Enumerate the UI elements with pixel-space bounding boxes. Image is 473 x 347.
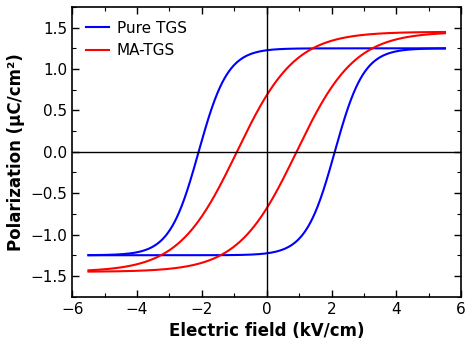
- Pure TGS: [356, 79, 362, 84]
- MA-TGS: [356, 55, 362, 59]
- Pure TGS: [302, 230, 308, 234]
- Pure TGS: [86, 253, 91, 257]
- X-axis label: Electric field (kV/cm): Electric field (kV/cm): [169, 322, 365, 340]
- Y-axis label: Polarization (μC/cm²): Polarization (μC/cm²): [7, 53, 25, 251]
- MA-TGS: [393, 37, 398, 42]
- Line: Pure TGS: Pure TGS: [88, 49, 445, 255]
- MA-TGS: [86, 270, 91, 274]
- Legend: Pure TGS, MA-TGS: Pure TGS, MA-TGS: [80, 15, 193, 65]
- Pure TGS: [442, 46, 448, 51]
- Pure TGS: [107, 253, 113, 257]
- Pure TGS: [393, 49, 398, 53]
- MA-TGS: [442, 31, 448, 35]
- MA-TGS: [107, 269, 113, 273]
- MA-TGS: [293, 152, 298, 156]
- Pure TGS: [313, 210, 318, 214]
- Pure TGS: [293, 240, 298, 244]
- MA-TGS: [302, 133, 308, 137]
- Line: MA-TGS: MA-TGS: [88, 33, 445, 272]
- MA-TGS: [313, 112, 318, 116]
